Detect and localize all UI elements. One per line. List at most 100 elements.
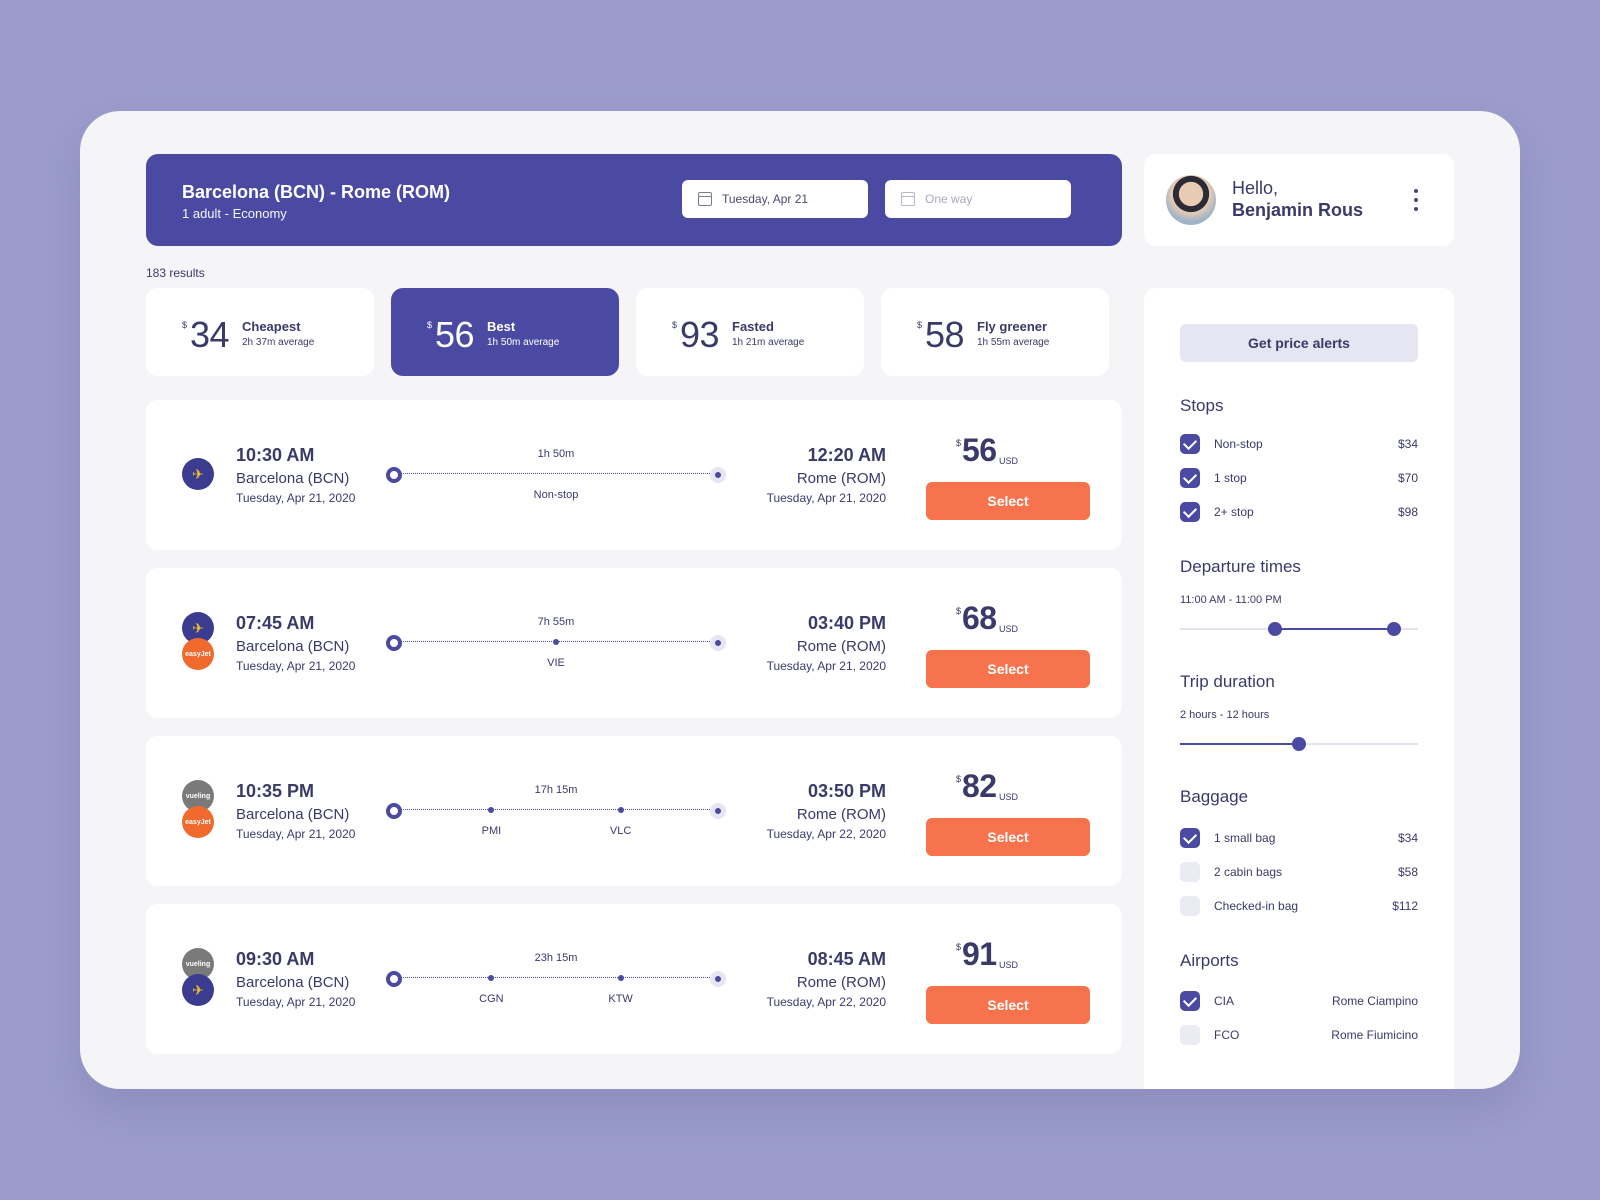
calendar-icon xyxy=(901,192,915,206)
stops-option-label: 2+ stop xyxy=(1214,505,1254,519)
route-timeline xyxy=(386,971,726,987)
flight-price: 56 xyxy=(962,432,997,468)
stops-filter-row[interactable]: 2+ stop $98 xyxy=(1180,502,1418,522)
more-options-icon[interactable] xyxy=(1414,189,1420,216)
price-currency-code: USD xyxy=(999,792,1019,802)
baggage-checkbox[interactable] xyxy=(1180,828,1200,848)
select-flight-button[interactable]: Select xyxy=(926,818,1090,856)
departure-slider-high-handle[interactable] xyxy=(1387,622,1402,636)
flight-duration: 1h 50m xyxy=(537,448,575,460)
arrival-city: Rome (ROM) xyxy=(796,974,886,991)
stops-filter-row[interactable]: 1 stop $70 xyxy=(1180,468,1418,488)
departure-date: Tuesday, Apr 21, 2020 xyxy=(236,491,356,505)
trip-duration-slider-fill xyxy=(1180,743,1299,745)
airport-filter-row[interactable]: CIA Rome Ciampino xyxy=(1180,991,1418,1011)
stopover-node xyxy=(617,807,624,813)
arrival-city: Rome (ROM) xyxy=(796,806,886,823)
arrival-city: Rome (ROM) xyxy=(796,638,886,655)
arrival-date: Tuesday, Apr 22, 2020 xyxy=(766,995,886,1009)
arrival-time: 12:20 AM xyxy=(807,445,886,465)
flight-price: 82 xyxy=(962,768,997,804)
return-date-field[interactable]: One way xyxy=(885,180,1071,218)
flight-duration: 23h 15m xyxy=(534,952,578,964)
departure-range: 11:00 AM - 11:00 PM xyxy=(1180,594,1282,606)
arrival-time: 03:40 PM xyxy=(807,613,886,633)
arrival-date: Tuesday, Apr 22, 2020 xyxy=(766,827,886,841)
select-flight-button[interactable]: Select xyxy=(926,650,1090,688)
select-flight-button[interactable]: Select xyxy=(926,482,1090,520)
ryanair-logo-icon: ✈ xyxy=(182,458,214,490)
stopover-node xyxy=(488,975,495,981)
baggage-checkbox[interactable] xyxy=(1180,896,1200,916)
stops-checkbox[interactable] xyxy=(1180,468,1200,488)
baggage-checkbox[interactable] xyxy=(1180,862,1200,882)
route-dotted-line xyxy=(394,977,718,978)
airport-option-label: FCO xyxy=(1214,1028,1240,1042)
sort-option-average: 1h 55m average xyxy=(977,337,1050,348)
trip-duration-title: Trip duration xyxy=(1180,672,1275,691)
baggage-option-value: $34 xyxy=(1397,831,1418,845)
price-currency-code: USD xyxy=(999,960,1019,970)
departure-slider-fill xyxy=(1275,628,1395,630)
stopover-node xyxy=(488,807,495,813)
route-dotted-line xyxy=(394,809,718,810)
flight-price: 91 xyxy=(962,936,997,972)
stopover-node xyxy=(617,975,624,981)
trip-duration-slider[interactable] xyxy=(1180,737,1418,751)
origin-node xyxy=(386,635,402,651)
departure-slider-low-handle[interactable] xyxy=(1268,622,1283,636)
sort-option-average: 2h 37m average xyxy=(242,337,315,348)
arrival-time: 03:50 PM xyxy=(807,781,886,801)
departure-time: 10:30 AM xyxy=(236,445,315,465)
price-currency-code: USD xyxy=(999,624,1019,634)
calendar-icon xyxy=(698,192,712,206)
stops-option-value: $70 xyxy=(1397,471,1418,485)
currency-symbol: $ xyxy=(917,320,923,330)
stops-checkbox[interactable] xyxy=(1180,434,1200,454)
get-price-alerts-button[interactable]: Get price alerts xyxy=(1180,324,1418,362)
avatar[interactable] xyxy=(1166,175,1216,225)
currency-symbol: $ xyxy=(427,320,433,330)
depart-date-field[interactable]: Tuesday, Apr 21 xyxy=(682,180,868,218)
stopover-node xyxy=(553,639,559,645)
departure-time: 10:35 PM xyxy=(236,781,315,801)
flight-card: ✈ 10:30 AM Barcelona (BCN) Tuesday, Apr 21,… xyxy=(146,400,1122,550)
sort-option-price: 56 xyxy=(435,314,475,355)
departure-slider[interactable] xyxy=(1180,622,1418,636)
sort-option-best[interactable]: $56 Best 1h 50m average xyxy=(391,288,619,376)
baggage-option-value: $112 xyxy=(1392,899,1418,913)
passenger-class: 1 adult - Economy xyxy=(182,206,287,221)
airport-checkbox[interactable] xyxy=(1180,991,1200,1011)
stops-option-label: 1 stop xyxy=(1214,471,1247,485)
baggage-filter-row[interactable]: 2 cabin bags $58 xyxy=(1180,862,1418,882)
search-summary-bar: Barcelona (BCN) - Rome (ROM) 1 adult - E… xyxy=(146,154,1122,246)
nonstop-label: Non-stop xyxy=(533,489,579,501)
origin-node xyxy=(386,971,402,987)
easyjet-logo-icon: easyJet xyxy=(182,806,214,838)
stops-checkbox[interactable] xyxy=(1180,502,1200,522)
filter-panel: Get price alerts Stops Non-stop $34 1 stop… xyxy=(1144,288,1454,1089)
destination-node xyxy=(710,635,726,651)
destination-node xyxy=(710,971,726,987)
sort-option-fly-greener[interactable]: $58 Fly greener 1h 55m average xyxy=(881,288,1109,376)
departure-time: 09:30 AM xyxy=(236,949,315,969)
baggage-filter-row[interactable]: 1 small bag $34 xyxy=(1180,828,1418,848)
trip-duration-range: 2 hours - 12 hours xyxy=(1180,709,1270,721)
stops-filter-row[interactable]: Non-stop $34 xyxy=(1180,434,1418,454)
sort-option-cheapest[interactable]: $34 Cheapest 2h 37m average xyxy=(146,288,374,376)
departure-city: Barcelona (BCN) xyxy=(236,470,350,487)
departure-city: Barcelona (BCN) xyxy=(236,806,350,823)
sort-option-price: 58 xyxy=(925,314,965,355)
easyjet-logo-icon: easyJet xyxy=(182,638,214,670)
trip-duration-slider-handle[interactable] xyxy=(1292,737,1306,751)
departure-city: Barcelona (BCN) xyxy=(236,974,350,991)
airport-filter-row[interactable]: FCO Rome Fiumicino xyxy=(1180,1025,1418,1045)
select-flight-button[interactable]: Select xyxy=(926,986,1090,1024)
currency-symbol: $ xyxy=(956,774,962,784)
airport-checkbox[interactable] xyxy=(1180,1025,1200,1045)
baggage-filter-row[interactable]: Checked-in bag $112 xyxy=(1180,896,1418,916)
sort-option-fasted[interactable]: $93 Fasted 1h 21m average xyxy=(636,288,864,376)
flight-card: vueling easyJet 10:35 PM Barcelona (BCN) Tue… xyxy=(146,736,1122,886)
departure-date: Tuesday, Apr 21, 2020 xyxy=(236,827,356,841)
arrival-time: 08:45 AM xyxy=(807,949,886,969)
